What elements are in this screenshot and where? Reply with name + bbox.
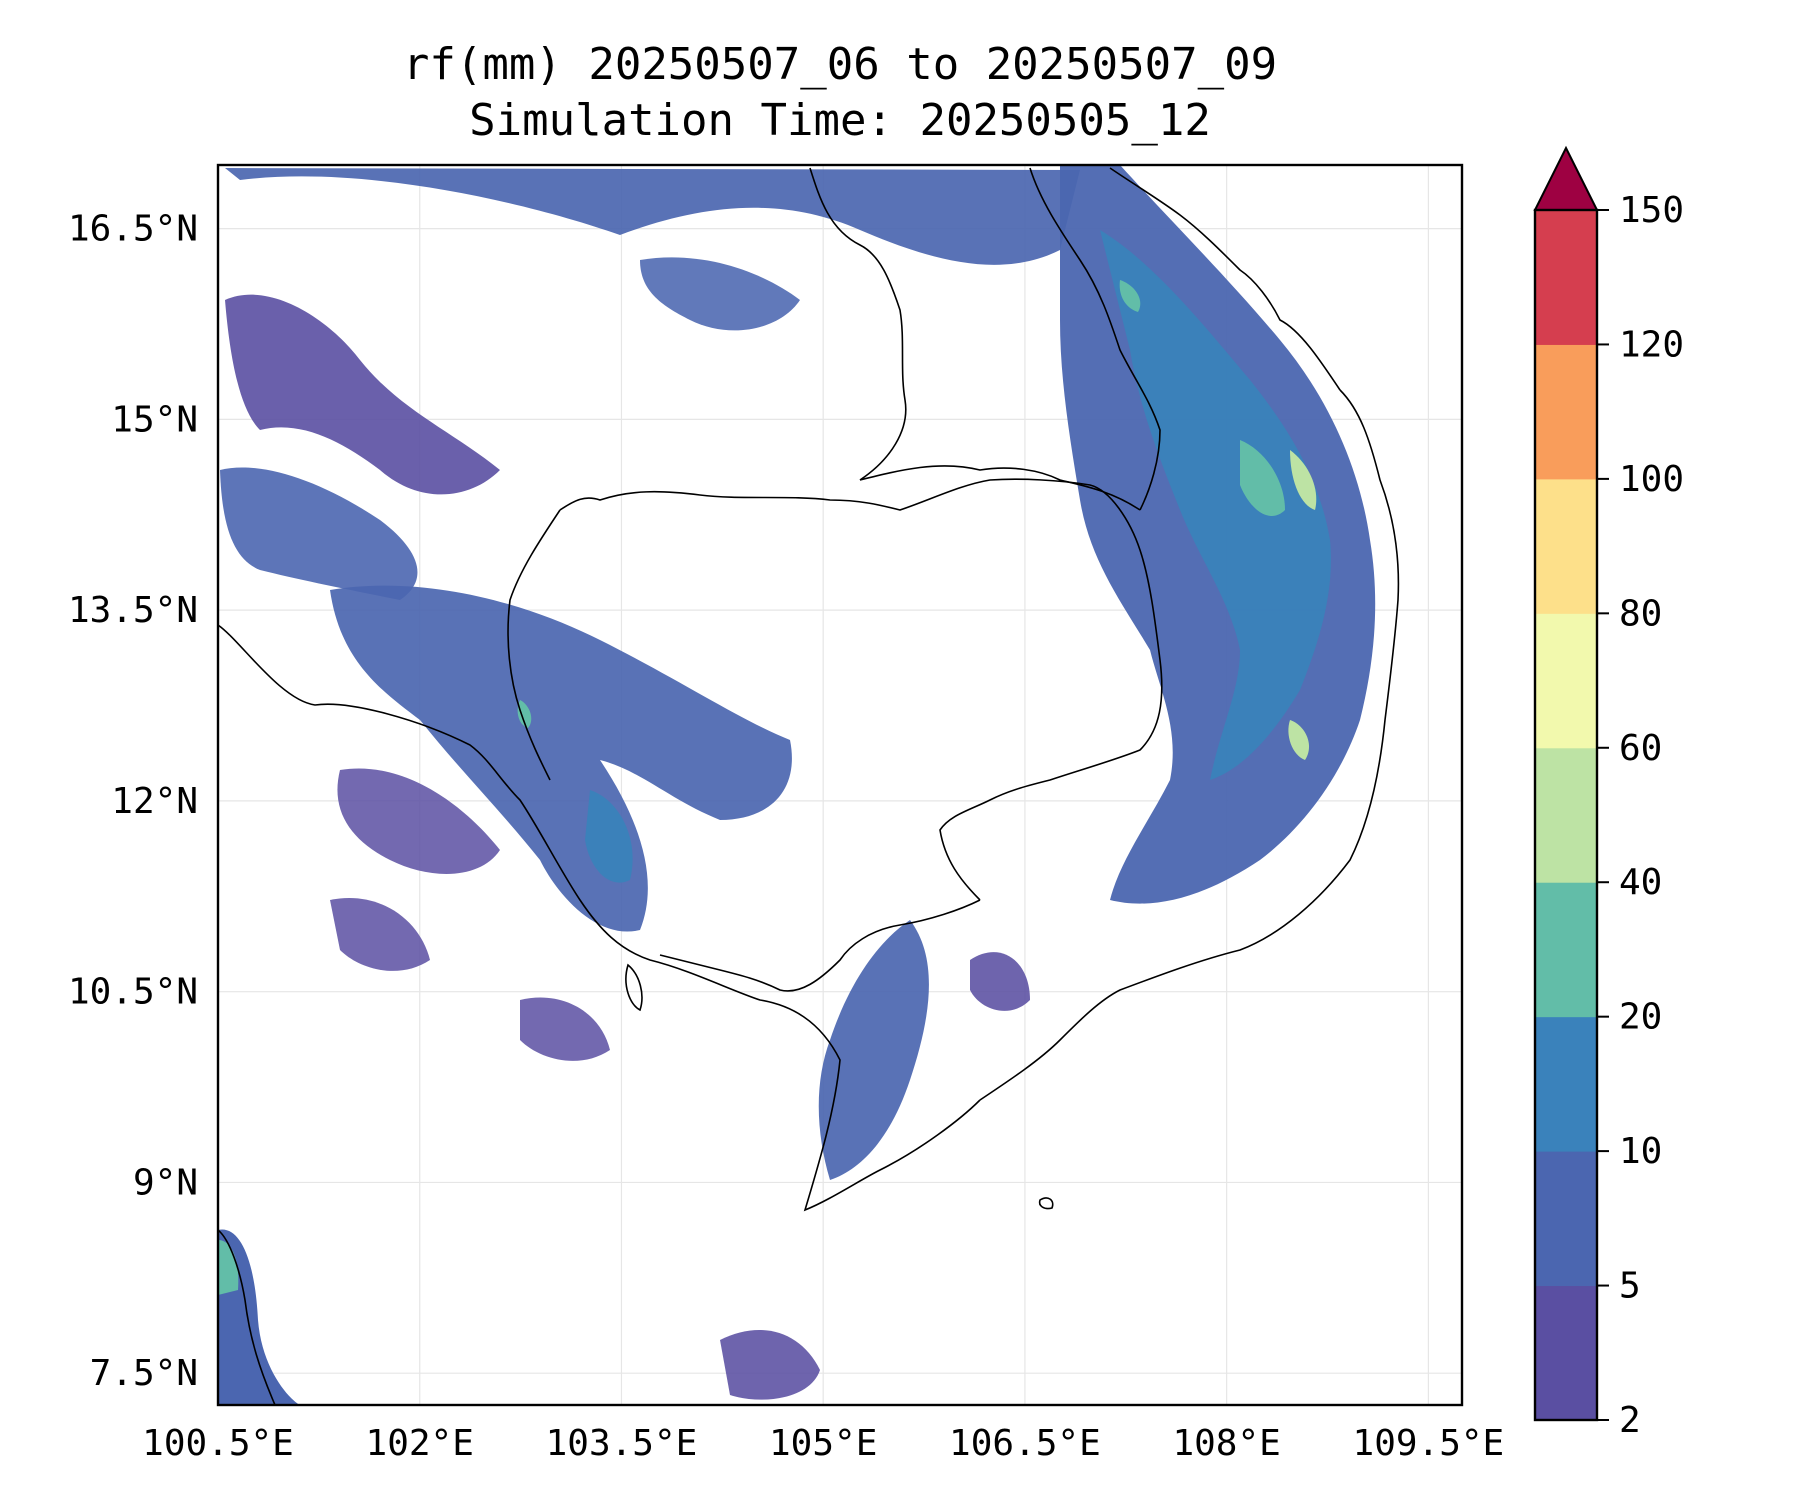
colorbar-tick-label: 150 bbox=[1619, 190, 1684, 231]
colorbar-tick-label: 2 bbox=[1619, 1400, 1641, 1441]
y-tick-label: 12°N bbox=[111, 781, 198, 822]
colorbar-segment bbox=[1535, 344, 1597, 480]
border-laos-cambodia bbox=[859, 465, 1141, 511]
rain-core-east-d bbox=[1119, 280, 1141, 312]
rain-patch-gulf-south bbox=[520, 997, 610, 1061]
colorbar-tick-label: 5 bbox=[1619, 1266, 1641, 1307]
rain-patch-west bbox=[220, 467, 418, 600]
chart-title-line2: Simulation Time: 20250505_12 bbox=[469, 95, 1211, 146]
colorbar-tick-label: 10 bbox=[1619, 1131, 1662, 1172]
coastline-con-dao bbox=[1038, 1197, 1054, 1210]
colorbar-ticks: 2 5 10 20 40 60 80 100 120 150 bbox=[1597, 190, 1684, 1441]
coastline-phu-quoc bbox=[625, 963, 643, 1012]
border-cambodia-south bbox=[659, 899, 981, 992]
coastline-gulf-of-thailand bbox=[218, 624, 981, 1212]
rainfall-contours bbox=[218, 165, 1376, 1405]
gridlines bbox=[217, 165, 1462, 1405]
colorbar-segment bbox=[1535, 1016, 1597, 1152]
x-tick-label: 100.5°E bbox=[142, 1423, 294, 1464]
rain-patch-gulf-southwest bbox=[330, 898, 430, 971]
rain-core-cardamom bbox=[585, 790, 633, 883]
y-tick-label: 10.5°N bbox=[68, 972, 198, 1013]
chart-title-line1: rf(mm) 20250507_06 to 20250507_09 bbox=[402, 39, 1278, 90]
x-tick-label: 105°E bbox=[769, 1423, 877, 1464]
x-tick-label: 102°E bbox=[366, 1423, 474, 1464]
rain-band-delta-east bbox=[970, 952, 1030, 1011]
rain-band-northwest bbox=[225, 294, 500, 495]
border-peninsula bbox=[218, 1229, 276, 1405]
rain-band-central-north bbox=[640, 257, 800, 331]
x-tick-label: 108°E bbox=[1172, 1423, 1280, 1464]
colorbar-segment bbox=[1535, 747, 1597, 883]
rain-core-east-b bbox=[1290, 450, 1317, 510]
map-frame bbox=[216, 163, 1464, 1407]
rain-band-north bbox=[225, 168, 1080, 265]
coastline-vietnam-central bbox=[1109, 167, 1341, 391]
colorbar-segment bbox=[1535, 478, 1597, 614]
colorbar-tick-label: 40 bbox=[1619, 862, 1662, 903]
y-tick-label: 9°N bbox=[133, 1162, 198, 1203]
rain-core-koh-kong bbox=[517, 700, 532, 728]
y-tick-label: 15°N bbox=[111, 399, 198, 440]
rain-band-mekong-delta bbox=[818, 920, 929, 1180]
rain-band-east-moderate bbox=[1100, 230, 1331, 780]
colorbar-segment bbox=[1535, 1285, 1597, 1421]
colorbar-frame bbox=[1533, 208, 1599, 1422]
border-thailand-laos bbox=[809, 167, 907, 481]
colorbar-tick-label: 60 bbox=[1619, 728, 1662, 769]
rain-patch-south-sea bbox=[720, 1330, 820, 1400]
coastlines-and-borders bbox=[218, 167, 1400, 1405]
coastline-vietnam-south bbox=[979, 389, 1400, 1101]
map-panel: 100.5°E 102°E 103.5°E 105°E 106.5°E 108°E 109.… bbox=[68, 163, 1504, 1464]
border-laos-vietnam bbox=[1029, 167, 1161, 511]
x-tick-label: 106.5°E bbox=[949, 1423, 1101, 1464]
y-tick-label: 16.5°N bbox=[68, 209, 198, 250]
y-tick-label: 7.5°N bbox=[90, 1353, 198, 1394]
colorbar-tick-label: 80 bbox=[1619, 593, 1662, 634]
x-tick-label: 103.5°E bbox=[546, 1423, 698, 1464]
rain-band-cardamom bbox=[330, 585, 792, 932]
colorbar-segment bbox=[1535, 613, 1597, 749]
border-thailand-cambodia bbox=[507, 509, 561, 781]
y-axis-ticks: 16.5°N 15°N 13.5°N 12°N 10.5°N 9°N 7.5°N bbox=[68, 209, 198, 1395]
colorbar-segments bbox=[1535, 210, 1597, 1421]
rain-core-east-a bbox=[1240, 440, 1285, 516]
colorbar-tick-label: 20 bbox=[1619, 997, 1662, 1038]
border-cambodia-north bbox=[559, 478, 1163, 901]
colorbar: 2 5 10 20 40 60 80 100 120 150 bbox=[1533, 145, 1684, 1441]
colorbar-tick-label: 120 bbox=[1619, 324, 1684, 365]
rain-patch-gulf-west bbox=[337, 768, 500, 874]
colorbar-tick-label: 100 bbox=[1619, 459, 1684, 500]
colorbar-segment bbox=[1535, 210, 1597, 345]
x-axis-ticks: 100.5°E 102°E 103.5°E 105°E 106.5°E 108°E 109.… bbox=[142, 1423, 1504, 1464]
rain-core-east-c bbox=[1288, 720, 1310, 760]
x-tick-label: 109.5°E bbox=[1353, 1423, 1505, 1464]
colorbar-segment bbox=[1535, 882, 1597, 1018]
colorbar-extend-arrow bbox=[1533, 145, 1599, 211]
colorbar-segment bbox=[1535, 1151, 1597, 1287]
y-tick-label: 13.5°N bbox=[68, 590, 198, 631]
